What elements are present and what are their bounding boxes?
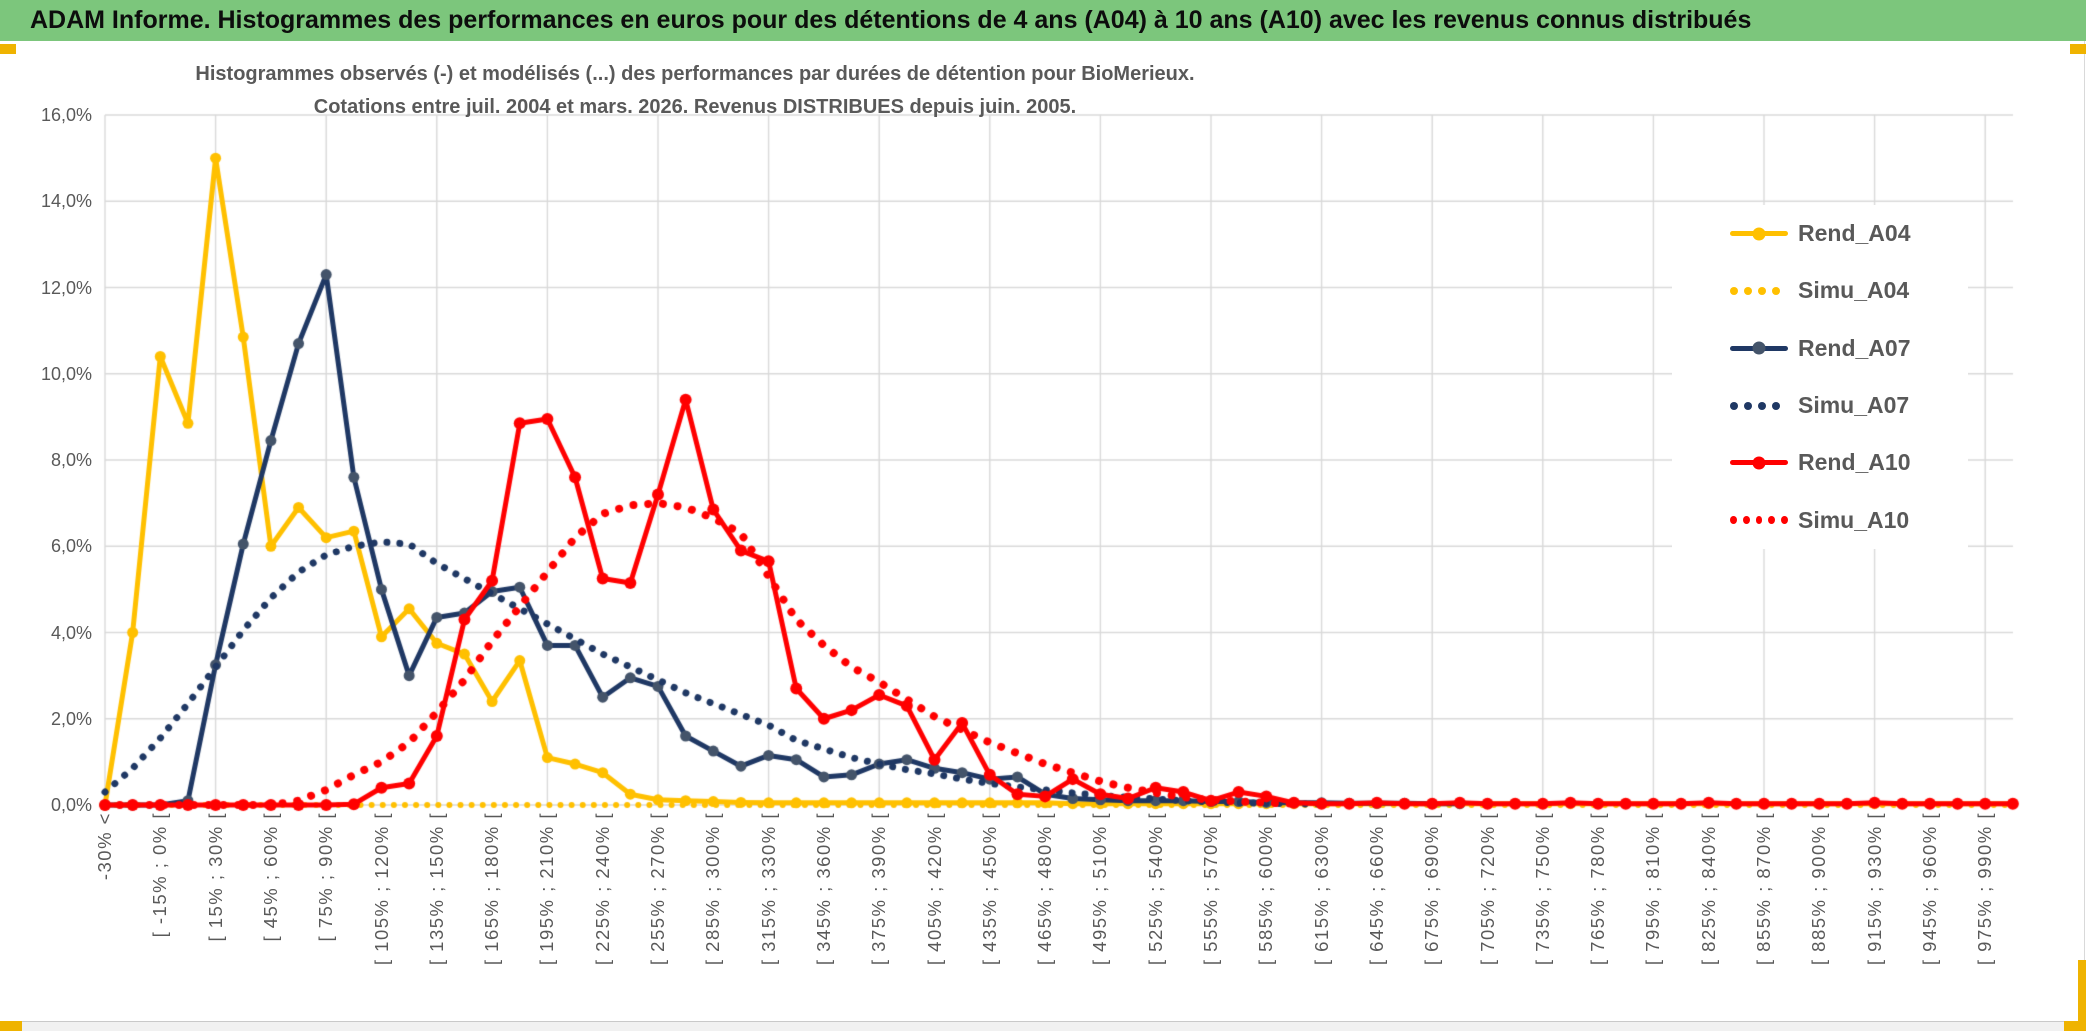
x-axis-label: [ 795% ; 810% [ — [1642, 812, 1664, 966]
scrollbar-thumb-left[interactable] — [0, 1021, 22, 1031]
x-axis-label: [ 975% ; 990% [ — [1974, 812, 1996, 966]
x-axis-label: [ 855% ; 870% [ — [1753, 812, 1774, 966]
legend-item-rend-a10: Rend_A10 — [1672, 434, 1968, 491]
legend-solid-line-icon — [1730, 340, 1788, 356]
x-axis-label: [ 45% ; 60% [ — [259, 812, 281, 942]
y-axis-label: 8,0% — [50, 450, 92, 470]
y-axis-label: 16,0% — [40, 105, 92, 125]
x-axis-label: [ 555% ; 570% [ — [1200, 812, 1221, 966]
y-axis-label: 10,0% — [40, 363, 92, 384]
y-axis-label: 12,0% — [40, 277, 92, 298]
chart-title-line1: Histogrammes observés (-) et modélisés (… — [195, 63, 1195, 85]
legend-dotted-line-icon — [1730, 283, 1788, 299]
x-axis-label: [ 255% ; 270% [ — [647, 812, 668, 966]
x-axis-label: [ 825% ; 840% [ — [1697, 812, 1719, 966]
y-axis-label: 0,0% — [50, 795, 92, 815]
x-axis-label: [ 405% ; 420% [ — [923, 812, 945, 966]
x-axis-label: [ 15% ; 30% [ — [204, 812, 226, 942]
legend-label: Rend_A04 — [1798, 220, 1911, 247]
x-axis-label: [ 735% ; 750% [ — [1531, 812, 1553, 966]
x-axis-label: [ 915% ; 930% [ — [1863, 812, 1885, 966]
x-axis-label: [ 135% ; 150% [ — [425, 812, 447, 966]
legend-solid-line-icon — [1730, 226, 1788, 242]
y-axis-label: 6,0% — [50, 536, 92, 557]
x-axis-label: [ 375% ; 390% [ — [868, 812, 890, 966]
x-axis-label: [ 165% ; 180% [ — [481, 812, 503, 966]
selection-handle-top-left — [0, 44, 16, 54]
chart-title-line2: Cotations entre juil. 2004 et mars. 2026… — [313, 96, 1077, 118]
chart-title: Histogrammes observés (-) et modélisés (… — [120, 58, 1270, 124]
x-axis-label: [ 675% ; 690% [ — [1421, 812, 1443, 966]
legend-dotted-line-icon — [1730, 398, 1788, 414]
x-axis-label: [ 705% ; 720% [ — [1476, 812, 1498, 966]
scrollbar-thumb-right[interactable] — [2064, 1021, 2086, 1031]
y-axis-label: 14,0% — [40, 191, 92, 212]
x-axis-label: [ 75% ; 90% [ — [315, 812, 337, 942]
x-axis-label: -30% < — [94, 812, 115, 881]
legend-dotted-line-icon — [1730, 512, 1788, 528]
horizontal-scrollbar[interactable] — [0, 1021, 2086, 1031]
x-axis-label: [ 345% ; 360% [ — [812, 812, 834, 966]
legend-item-rend-a04: Rend_A04 — [1672, 205, 1968, 262]
legend-label: Simu_A07 — [1798, 392, 1910, 419]
x-axis-label: [ 315% ; 330% [ — [757, 812, 779, 966]
x-axis-label: [ 285% ; 300% [ — [702, 812, 724, 966]
legend-label: Rend_A07 — [1798, 334, 1911, 361]
x-axis-label: [ 435% ; 450% [ — [978, 812, 1000, 966]
legend-item-simu-a10: Simu_A10 — [1672, 492, 1968, 549]
x-axis-label: [ 765% ; 780% [ — [1587, 812, 1609, 966]
legend: Rend_A04 Simu_A04 Rend_A07 Simu_A07 Rend… — [1672, 205, 1968, 549]
x-axis-label: [ 105% ; 120% [ — [370, 812, 392, 966]
x-axis-label: [ -15% ; 0% [ — [149, 812, 171, 938]
legend-label: Simu_A04 — [1798, 277, 1910, 304]
legend-item-rend-a07: Rend_A07 — [1672, 320, 1968, 377]
x-axis-label: [ 615% ; 630% [ — [1310, 812, 1332, 966]
x-axis-label: [ 495% ; 510% [ — [1089, 812, 1111, 966]
x-axis-label: [ 945% ; 960% [ — [1918, 812, 1940, 966]
legend-label: Rend_A10 — [1798, 449, 1911, 476]
x-axis-label: [ 645% ; 660% [ — [1365, 812, 1387, 966]
selection-handle-right — [2078, 960, 2086, 1031]
x-axis-label: [ 585% ; 600% [ — [1255, 812, 1277, 966]
legend-item-simu-a07: Simu_A07 — [1672, 377, 1968, 434]
legend-item-simu-a04: Simu_A04 — [1672, 262, 1968, 319]
legend-label: Simu_A10 — [1798, 506, 1910, 533]
x-axis-label: [ 885% ; 900% [ — [1808, 812, 1830, 966]
x-axis-label: [ 465% ; 480% [ — [1034, 812, 1056, 966]
x-axis-label: [ 525% ; 540% [ — [1144, 812, 1166, 966]
x-axis-label: [ 225% ; 240% [ — [591, 812, 613, 966]
y-axis-label: 4,0% — [50, 622, 92, 643]
y-axis-label: 2,0% — [50, 708, 92, 729]
selection-handle-top-right — [2070, 44, 2086, 54]
legend-solid-line-icon — [1730, 455, 1788, 471]
x-axis-label: [ 195% ; 210% [ — [536, 812, 558, 966]
